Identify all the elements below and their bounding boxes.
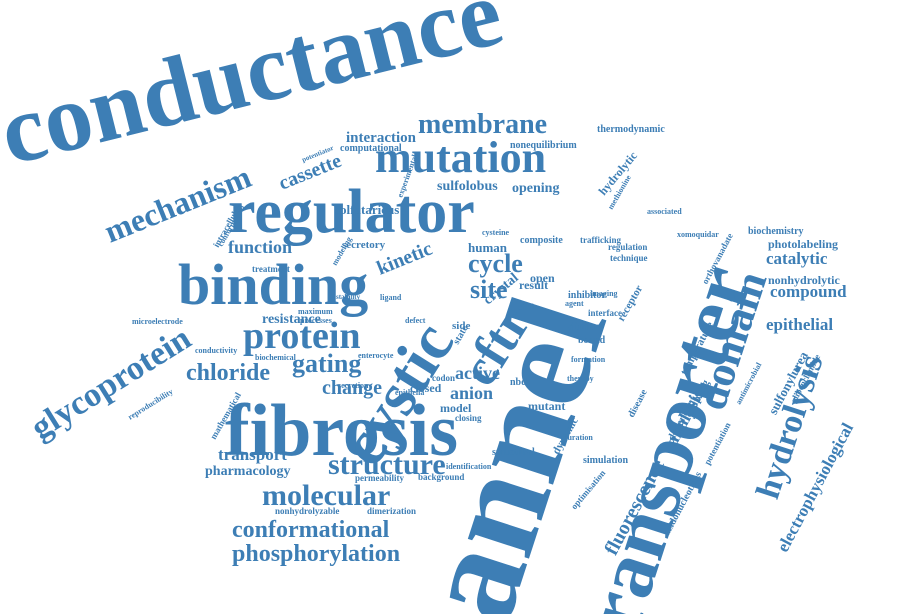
word-photolabeling: photolabeling bbox=[768, 237, 838, 251]
word-gating: gating bbox=[292, 349, 361, 378]
word-microelectrode: microelectrode bbox=[132, 317, 183, 326]
word-opening: opening bbox=[512, 181, 559, 196]
word-nbds: nbds bbox=[510, 377, 531, 388]
word-duration: duration bbox=[563, 433, 593, 442]
word-active: active bbox=[455, 363, 500, 383]
word-dimer: dimer bbox=[568, 319, 599, 333]
word-pharmacology: pharmacology bbox=[205, 464, 291, 479]
word-closed: closed bbox=[410, 381, 442, 395]
word-biochemical: biochemical bbox=[255, 353, 297, 362]
word-cycle: cycle bbox=[468, 249, 523, 278]
word-regulator: regulator bbox=[228, 178, 475, 246]
word-trafficking: trafficking bbox=[580, 235, 621, 245]
word-treatment: treatment bbox=[252, 264, 290, 274]
word-maximum: maximum bbox=[298, 307, 333, 316]
word-receptor: receptor bbox=[615, 283, 645, 323]
word-open: open bbox=[530, 271, 555, 285]
word-defect: defect bbox=[405, 316, 426, 325]
word-processes: processes bbox=[300, 316, 332, 325]
word-composite: composite bbox=[520, 235, 563, 246]
word-anion: anion bbox=[450, 383, 493, 403]
word-epithelial: epithelial bbox=[766, 315, 833, 334]
word-chloride: chloride bbox=[186, 360, 270, 386]
word-compound: compound bbox=[770, 282, 847, 301]
word-change: change bbox=[322, 377, 382, 399]
word-side: side bbox=[452, 320, 470, 332]
word-codon: codon bbox=[432, 373, 455, 383]
word-enterocyte: enterocyte bbox=[358, 351, 394, 360]
word-associated: associated bbox=[647, 207, 682, 216]
word-result: result bbox=[519, 278, 548, 292]
word-computational: computational bbox=[340, 143, 402, 154]
word-protein: protein bbox=[243, 315, 361, 357]
word-structural: structural bbox=[492, 447, 535, 458]
word-identification: identification bbox=[446, 462, 492, 471]
word-therapy: therapy bbox=[567, 374, 594, 383]
word-ligand: ligand bbox=[380, 293, 402, 302]
word-nonhydrolytic: nonhydrolytic bbox=[768, 273, 840, 287]
word-simulation: simulation bbox=[583, 455, 628, 466]
word-human: human bbox=[468, 240, 508, 255]
word-nonequilibrium: nonequilibrium bbox=[510, 140, 577, 151]
word-molecular: molecular bbox=[262, 479, 390, 512]
word-interface: interface bbox=[588, 308, 622, 318]
word-binding: binding bbox=[178, 252, 368, 317]
word-secretion: secretion bbox=[338, 381, 369, 390]
word-glycoprotein: glycoprotein bbox=[25, 320, 198, 447]
word-thermodynamic: thermodynamic bbox=[597, 124, 665, 135]
word-membrane: membrane bbox=[418, 109, 547, 140]
word-function: function bbox=[228, 237, 292, 257]
word-biochemistry: biochemistry bbox=[748, 226, 804, 237]
word-transport: transport bbox=[218, 445, 287, 464]
word-dimerization: dimerization bbox=[367, 506, 416, 516]
word-mutant: mutant bbox=[528, 399, 565, 413]
word-xomoquidar: xomoquidar bbox=[677, 230, 719, 239]
word-nonhydrolyzable: nonhydrolyzable bbox=[275, 506, 339, 516]
word-inhibitor: inhibitor bbox=[568, 290, 606, 301]
word-epithelia: epithelia bbox=[395, 388, 424, 397]
word-site: site bbox=[470, 275, 508, 304]
word-catalytic: catalytic bbox=[766, 249, 828, 268]
word-interaction: interaction bbox=[346, 130, 417, 146]
word-stability: stability bbox=[336, 293, 361, 301]
word-background: background bbox=[418, 472, 464, 482]
word-conductivity: conductivity bbox=[195, 346, 237, 355]
word-agent: agent bbox=[565, 299, 584, 308]
word-phosphorylation: phosphorylation bbox=[232, 541, 400, 567]
word-cysteine: cysteine bbox=[482, 228, 510, 237]
word-regulation: regulation bbox=[608, 242, 647, 252]
word-sulfolobus: sulfolobus bbox=[437, 179, 498, 194]
word-model: model bbox=[440, 401, 472, 415]
word-solfataricus: solfataricus bbox=[335, 202, 399, 217]
word-closing: closing bbox=[455, 413, 482, 423]
word-mutation: mutation bbox=[375, 133, 546, 182]
word-formation: formation bbox=[571, 355, 606, 364]
word-reproducibility: reproducibility bbox=[126, 387, 174, 422]
word-secretory: secretory bbox=[342, 239, 386, 251]
word-technique: technique bbox=[610, 253, 648, 263]
word-bound: bound bbox=[578, 335, 606, 346]
word-structure: structure bbox=[328, 448, 446, 481]
word-conformational: conformational bbox=[232, 517, 390, 543]
word-chain: chain bbox=[518, 302, 539, 312]
word-imaging: imaging bbox=[590, 289, 618, 298]
word-fibrosis: fibrosis bbox=[225, 390, 458, 472]
word-resistance: resistance bbox=[262, 312, 321, 327]
word-permeability: permeability bbox=[355, 473, 404, 483]
